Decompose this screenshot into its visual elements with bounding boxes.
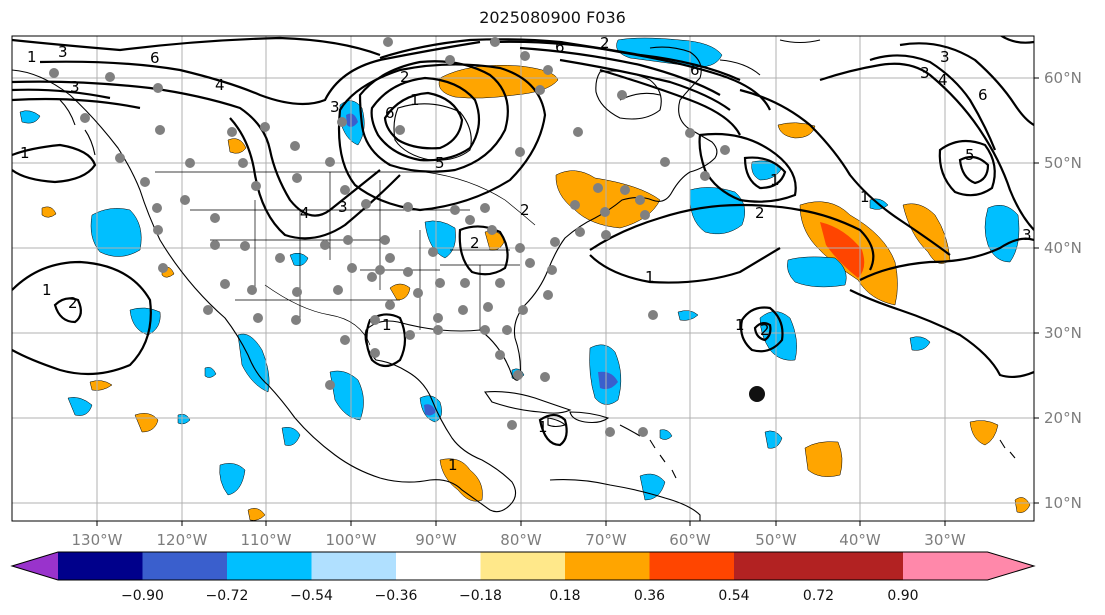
contour-label: 6 [150,49,160,67]
colorbar-tick-label: −0.54 [290,588,333,604]
lon-label: 120°W [157,531,208,549]
axis-ticks [96,77,1039,526]
colorbar-tick-label: −0.72 [206,588,249,604]
lon-label: 80°W [500,531,542,549]
contour-label: 2 [755,204,765,222]
contour-label: 3 [58,43,68,61]
colorbar-segment [12,552,58,580]
contour-label: 5 [965,146,975,164]
contour-label: 3 [1022,226,1032,244]
contour-label: 6 [555,38,565,56]
colorbar-tick-label: 0.72 [803,588,834,604]
colorbar-segment [480,552,565,580]
contour-label: 3 [330,98,340,116]
lat-label: 40°N [1044,239,1082,257]
contour-label: 2 [400,68,410,86]
lat-label: 30°N [1044,324,1082,342]
lon-label: 70°W [585,531,627,549]
colorbar-segment [903,552,988,580]
lat-label: 60°N [1044,69,1082,87]
lat-label: 10°N [1044,494,1082,512]
colorbar-segment [734,552,819,580]
map-title: 2025080900 F036 [479,8,626,27]
station-markers [49,37,730,437]
contour-label: 1 [42,281,52,299]
colorbar-segment [565,552,650,580]
contour-label: 2 [600,34,610,52]
contour-label: 2 [760,321,770,339]
contour-lines [12,36,1034,447]
contour-label: 4 [215,76,225,94]
longitude-labels: 130°W 120°W 110°W 100°W 90°W 80°W 70°W 6… [72,531,966,549]
colorbar-segment [987,552,1034,580]
contour-label: 1 [538,418,548,436]
colorbar-labels: −0.90 −0.72 −0.54 −0.36 −0.18 0.18 0.36 … [121,588,919,604]
graticule [12,36,1034,521]
colorbar-tick-label: 0.90 [887,588,918,604]
lat-label: 50°N [1044,154,1082,172]
contour-label: 2 [470,234,480,252]
contour-label: 6 [385,104,395,122]
lon-label: 40°W [839,531,881,549]
colorbar-outline [10,551,1036,581]
contour-label: 1 [382,316,392,334]
contour-label: 1 [27,48,37,66]
colorbar-tick-label: −0.18 [459,588,502,604]
lon-label: 100°W [326,531,377,549]
cyclone-marker [749,386,765,402]
lon-label: 50°W [755,531,797,549]
contour-label: 4 [938,71,948,89]
colorbar-tick-label: −0.36 [375,588,418,604]
colorbar-tick-label: 0.54 [718,588,749,604]
contour-label: 3 [920,64,930,82]
colorbar-segment [142,552,227,580]
contour-label: 3 [940,48,950,66]
map-frame [11,35,1035,522]
colorbar-tick-label: 0.36 [634,588,665,604]
colorbar [10,551,1036,581]
lon-label: 90°W [415,531,457,549]
contour-label: 1 [770,171,780,189]
colorbar-segment [227,552,312,580]
colorbar-segment [818,552,903,580]
colorbar-segment [311,552,396,580]
contour-label: 1 [20,144,30,162]
lon-label: 130°W [72,531,123,549]
contour-label: 3 [70,78,80,96]
anomaly-shading [19,37,1031,521]
contour-label: 1 [448,456,458,474]
contour-label: 1 [410,91,420,109]
contour-label: 6 [690,61,700,79]
contour-label: 1 [645,268,655,286]
contour-label: 2 [68,294,78,312]
contour-label: 1 [735,316,745,334]
lat-label: 20°N [1044,409,1082,427]
lon-label: 30°W [924,531,966,549]
lon-label: 60°W [669,531,711,549]
contour-label: 6 [978,86,988,104]
contour-label: 2 [520,201,530,219]
colorbar-segment [396,552,481,580]
contour-label: 1 [860,188,870,206]
lon-label: 110°W [241,531,292,549]
contour-label: 4 [300,204,310,222]
colorbar-segment [649,552,734,580]
contour-labels: 3 6 3 4 2 3 6 1 6 2 3 4 6 3 5 3 4 5 6 3 … [20,34,1032,474]
contour-label: 3 [338,198,348,216]
colorbar-tick-label: 0.18 [549,588,580,604]
latitude-labels: 60°N 50°N 40°N 30°N 20°N 10°N [1044,69,1082,512]
colorbar-segment [58,552,143,580]
colorbar-tick-label: −0.90 [121,588,164,604]
contour-label: 5 [435,154,445,172]
